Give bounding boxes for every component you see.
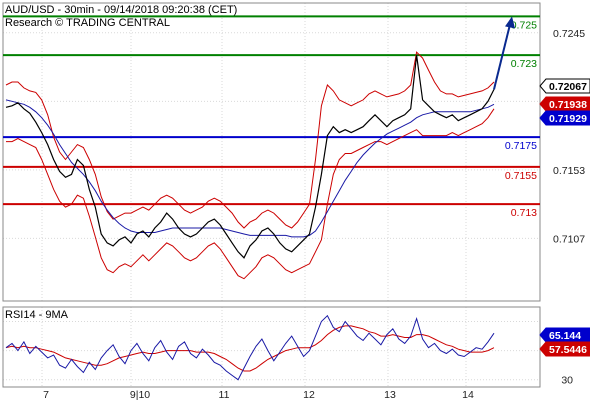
price-series [5,16,515,280]
price-tag-label-1: 0.71938 [549,99,587,111]
price-grid [3,3,540,301]
rsi-ma-line [5,325,495,372]
rsi-tags: 65.144 57.5446 [539,327,590,357]
x-tick-label-1: 9|10 [130,389,150,400]
price-tag-label-0: 0.72067 [549,81,587,93]
x-axis: 7 9|10 11 12 13 14 [43,389,474,400]
rsi-panel-frame [2,306,541,388]
rsi-tag-bg-0 [539,327,590,343]
moving-average-line [5,99,495,238]
level-label-0: 0.725 [511,19,537,31]
price-levels: 0.725 0.723 0.7175 0.7155 0.713 [3,15,540,219]
price-panel-frame [2,2,541,302]
level-label-3: 0.7155 [505,170,537,182]
x-tick-label-2: 11 [219,389,230,400]
chart-header-line1: AUD/USD - 30min - 09/14/2018 09:20:38 (C… [5,4,237,16]
price-tags: 0.72067 0.71938 0.71929 [539,78,590,126]
bollinger-upper-line [5,51,495,229]
price-tag-label-2: 0.71929 [549,113,587,125]
projection-arrow-shaft [493,24,511,90]
rsi-series [5,314,495,381]
y-tick-label-2: 0.7153 [553,165,585,177]
x-tick-label-5: 14 [462,389,474,400]
level-label-4: 0.713 [511,207,537,219]
chart-header-line2: Research © TRADING CENTRAL [5,17,170,29]
price-tag-bg-0 [539,78,590,94]
rsi-line [5,314,495,381]
bollinger-lower-line [6,108,495,280]
rsi-panel-title: RSI14 - 9MA [5,309,69,321]
price-tag-bg-2 [539,110,590,126]
price-tag-bg-1 [539,96,590,112]
x-tick-label-4: 13 [384,389,396,400]
projection-arrow-head [505,16,515,29]
rsi-y-tick-label-0: 30 [561,375,573,387]
rsi-tag-bg-1 [539,341,590,357]
x-tick-label-3: 12 [303,389,315,400]
price-line [5,55,495,259]
level-label-1: 0.723 [511,58,537,70]
rsi-grid [3,307,540,387]
y-tick-label-3: 0.7107 [553,233,585,245]
x-tick-label-0: 7 [43,389,49,400]
rsi-tag-label-1: 57.5446 [549,344,587,356]
level-label-2: 0.7175 [505,140,537,152]
rsi-tag-label-0: 65.144 [549,330,581,342]
y-tick-label-0: 0.7245 [553,28,585,40]
